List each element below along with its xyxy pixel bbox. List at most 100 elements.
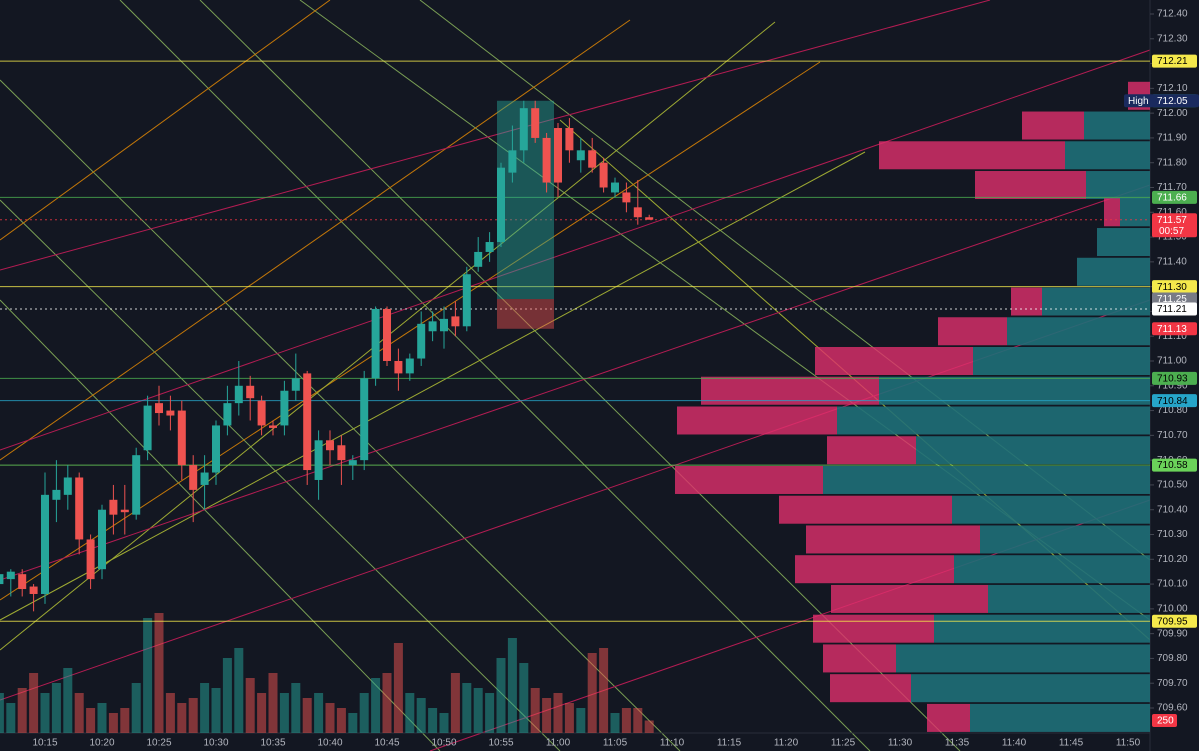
candle-body (622, 192, 631, 203)
volume-bar (279, 693, 289, 733)
candle-body (542, 137, 551, 183)
profile-up (1097, 228, 1150, 257)
profile-down (779, 495, 952, 524)
volume-bar (542, 698, 552, 733)
price-badge (1152, 213, 1197, 238)
badge-countdown: 00:57 (1159, 226, 1184, 237)
price-badge (1152, 302, 1197, 316)
trend-line (0, 79, 681, 751)
volume-bar (314, 693, 324, 733)
y-tick-label: 709.70 (1157, 678, 1188, 689)
position-stop (497, 299, 554, 329)
volume-bar (473, 688, 483, 733)
x-tick-label: 11:30 (888, 738, 913, 749)
x-tick-label: 11:25 (831, 738, 856, 749)
candle-body (405, 358, 414, 374)
candle-body (326, 440, 334, 451)
profile-down (823, 644, 896, 673)
profile-down (975, 171, 1086, 200)
x-tick-label: 10:55 (488, 738, 513, 749)
x-tick-label: 10:20 (89, 738, 114, 749)
volume-bar (496, 658, 506, 733)
volume-bar (245, 678, 255, 733)
y-tick-label: 709.90 (1157, 628, 1188, 639)
candle-body (212, 425, 220, 473)
volume-bar (576, 708, 586, 733)
candle-body (86, 539, 95, 580)
volume-bar (382, 673, 392, 733)
candle-body (633, 207, 642, 218)
volume-bar (519, 663, 529, 733)
badge-label: 710.58 (1157, 460, 1188, 471)
profile-down (1104, 198, 1120, 227)
price-badge (1152, 458, 1197, 472)
y-tick-label: 712.40 (1157, 9, 1188, 20)
volume-bar (143, 618, 153, 733)
candle-body (41, 494, 49, 594)
y-tick-label: 712.10 (1157, 83, 1188, 94)
badge-label: 711.21 (1157, 304, 1187, 315)
candle-body (269, 425, 277, 428)
volume-bar (348, 713, 358, 733)
trend-line (0, 199, 561, 751)
x-tick-label: 11:35 (945, 738, 970, 749)
profile-down (938, 317, 1007, 346)
volume-badge (1152, 714, 1177, 727)
x-tick-label: 11:10 (660, 738, 685, 749)
y-tick-label: 710.80 (1157, 405, 1188, 416)
profile-up (1007, 317, 1150, 346)
volume-bar (564, 703, 574, 733)
price-badge (1152, 371, 1197, 385)
profile-down (675, 465, 823, 494)
y-tick-label: 711.80 (1157, 157, 1187, 168)
volume-bar (507, 638, 517, 733)
volume-bar (439, 713, 449, 733)
badge-label: 710.93 (1157, 373, 1188, 384)
profile-up (954, 555, 1150, 584)
trend-line (0, 49, 1151, 451)
y-tick-label: 710.10 (1157, 579, 1188, 590)
candle-body (189, 465, 198, 490)
profile-down (677, 406, 837, 435)
profile-down (879, 141, 1065, 170)
profile-up (879, 376, 1150, 405)
volume-bar (291, 683, 301, 733)
trend-lines (0, 0, 1151, 751)
profile-down (795, 555, 954, 584)
volume-bar (86, 708, 96, 733)
volume-bar (234, 648, 244, 733)
candle-body (394, 361, 403, 374)
volume-bar (416, 698, 426, 733)
volume-bar (553, 693, 563, 733)
volume-bar (51, 683, 61, 733)
volume-bar (63, 668, 73, 733)
candle-body (200, 472, 209, 485)
candle-body (348, 460, 357, 466)
candle-body (132, 455, 141, 515)
volume-bar (450, 673, 460, 733)
volume-bar (359, 693, 369, 733)
candle-body (565, 128, 574, 151)
badge-label: 711.30 (1157, 282, 1187, 293)
volume-bar (120, 708, 130, 733)
x-tick-label: 11:05 (603, 738, 628, 749)
candle-body (428, 321, 437, 332)
badge-label: 712.05 (1157, 96, 1188, 107)
volume-bar (462, 683, 472, 733)
x-tick-label: 10:45 (374, 738, 399, 749)
candle-body (417, 323, 426, 359)
x-tick-label: 10:25 (146, 738, 171, 749)
badge-label: 711.13 (1157, 324, 1187, 335)
price-badge (1152, 190, 1197, 204)
candle-body (519, 108, 528, 151)
volume-bar (188, 698, 198, 733)
candle-body (6, 571, 15, 580)
x-tick-label: 10:15 (32, 738, 57, 749)
candle-body (599, 162, 608, 188)
profile-up (934, 614, 1150, 643)
x-tick-label: 10:40 (317, 738, 342, 749)
profile-down (1022, 111, 1084, 140)
y-tick-label: 709.80 (1157, 653, 1188, 664)
candle-body (474, 251, 483, 267)
candle-body (291, 378, 300, 391)
